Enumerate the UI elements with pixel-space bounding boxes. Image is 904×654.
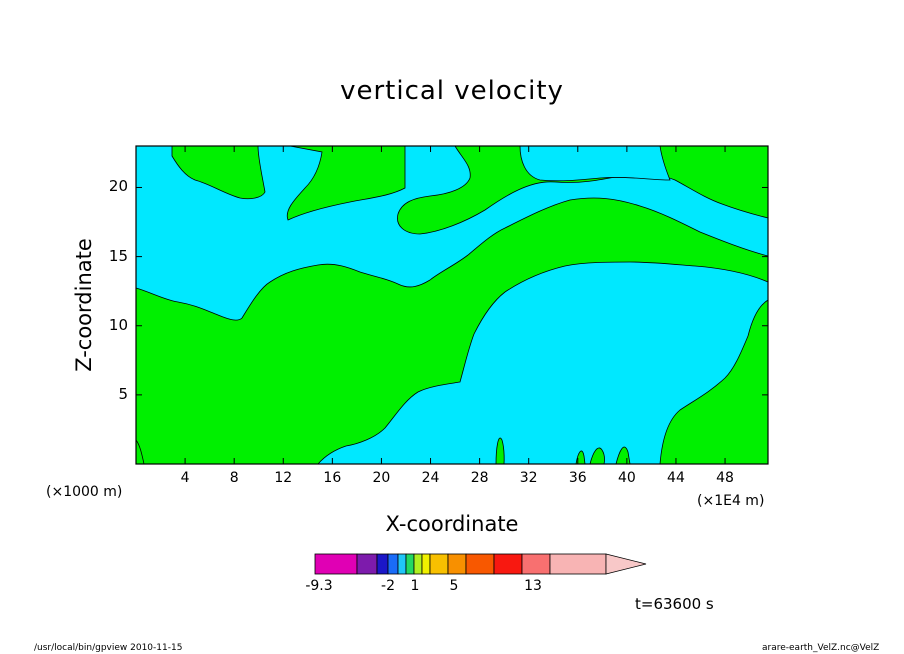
x-tick-label: 48	[716, 470, 734, 486]
colorbar-swatch	[465, 553, 495, 575]
y-tick-label: 5	[118, 384, 128, 403]
y-tick-label: 10	[108, 315, 128, 334]
x-unit-left: (×1000 m)	[46, 484, 123, 500]
x-tick-label: 44	[667, 470, 685, 486]
green-region-right-lower	[659, 299, 769, 465]
green-region-top-center	[286, 145, 406, 221]
colorbar-extend-arrow	[605, 553, 647, 575]
colorbar-tick-label: 13	[524, 578, 542, 594]
x-tick-label: 20	[372, 470, 391, 486]
x-tick-label: 28	[470, 470, 489, 486]
green-blob-3	[495, 437, 505, 465]
x-tick-label: 24	[421, 470, 440, 486]
green-regions	[135, 145, 769, 465]
colorbar-tick-label: -9.3	[305, 578, 333, 594]
colorbar-swatch	[387, 553, 399, 575]
colorbar-tick-label: 1	[410, 578, 420, 594]
colorbar-swatch	[356, 553, 378, 575]
x-tick-label: 32	[519, 470, 538, 486]
x-tick-label: 16	[323, 470, 342, 486]
x-tick-label: 40	[617, 470, 636, 486]
green-region-top-left	[171, 145, 266, 200]
green-blob-1	[589, 447, 605, 465]
x-axis-label-text: X-coordinate	[385, 512, 519, 536]
x-tick-label: 12	[274, 470, 293, 486]
chart-title: vertical velocity	[340, 76, 564, 106]
plot-frame	[135, 145, 769, 465]
colorbar-swatch	[405, 553, 415, 575]
y-ticks	[136, 186, 768, 396]
footer-right: arare-earth_VelZ.nc@VelZ	[762, 643, 880, 653]
y-tick-label: 20	[108, 177, 128, 196]
colorbar-swatch	[314, 553, 358, 575]
colorbar-swatch	[447, 553, 467, 575]
colorbar-swatch	[376, 553, 389, 575]
colorbar-swatch	[421, 553, 431, 575]
colorbar	[314, 553, 647, 575]
x-tick-label: 4	[180, 470, 190, 486]
colorbar-swatch	[413, 553, 423, 575]
colorbar-swatch	[429, 553, 449, 575]
colorbar-swatch	[397, 553, 407, 575]
x-ticks	[184, 146, 726, 464]
footer-left: /usr/local/bin/gpview 2010-11-15	[34, 643, 183, 653]
green-region-main	[135, 197, 769, 465]
x-unit-right: (×1E4 m)	[697, 493, 765, 509]
colorbar-swatch	[549, 553, 607, 575]
y-tick-label: 15	[108, 246, 128, 265]
time-label: t=63600 s	[635, 595, 714, 613]
x-tick-label: 36	[568, 470, 587, 486]
colorbar-tick-label: 5	[449, 578, 459, 594]
x-tick-label: 8	[229, 470, 239, 486]
colorbar-swatch	[521, 553, 551, 575]
colorbar-tick-label: -2	[381, 578, 395, 594]
colorbar-swatch	[493, 553, 523, 575]
green-region-top-right	[397, 145, 769, 235]
cyan-hole-top-right	[519, 145, 671, 182]
